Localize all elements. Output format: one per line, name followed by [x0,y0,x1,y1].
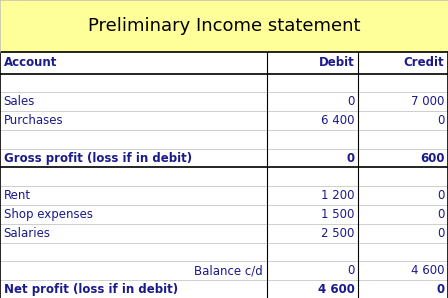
Text: 0: 0 [347,152,355,164]
Text: 4 600: 4 600 [318,283,355,296]
Text: Salaries: Salaries [4,227,51,240]
Text: 600: 600 [420,152,444,164]
Text: Shop expenses: Shop expenses [4,208,93,221]
Text: Sales: Sales [4,95,35,108]
Text: 7 000: 7 000 [411,95,444,108]
Text: 2 500: 2 500 [322,227,355,240]
Text: 0: 0 [348,95,355,108]
Text: 0: 0 [437,208,444,221]
Text: 1 500: 1 500 [322,208,355,221]
Text: 0: 0 [437,114,444,127]
Text: Preliminary Income statement: Preliminary Income statement [88,17,360,35]
Text: Rent: Rent [4,189,31,202]
Text: Balance c/d: Balance c/d [194,264,263,277]
Text: Debit: Debit [319,56,355,69]
Text: Purchases: Purchases [4,114,63,127]
Text: 4 600: 4 600 [411,264,444,277]
Text: 0: 0 [348,264,355,277]
Text: 0: 0 [437,189,444,202]
Text: 0: 0 [437,227,444,240]
Text: Credit: Credit [404,56,444,69]
Text: Gross profit (loss if in debit): Gross profit (loss if in debit) [4,152,192,164]
Text: Account: Account [4,56,57,69]
Text: 1 200: 1 200 [321,189,355,202]
Text: Net profit (loss if in debit): Net profit (loss if in debit) [4,283,178,296]
Bar [0,0,448,52]
Text: 6 400: 6 400 [321,114,355,127]
Text: 0: 0 [436,283,444,296]
